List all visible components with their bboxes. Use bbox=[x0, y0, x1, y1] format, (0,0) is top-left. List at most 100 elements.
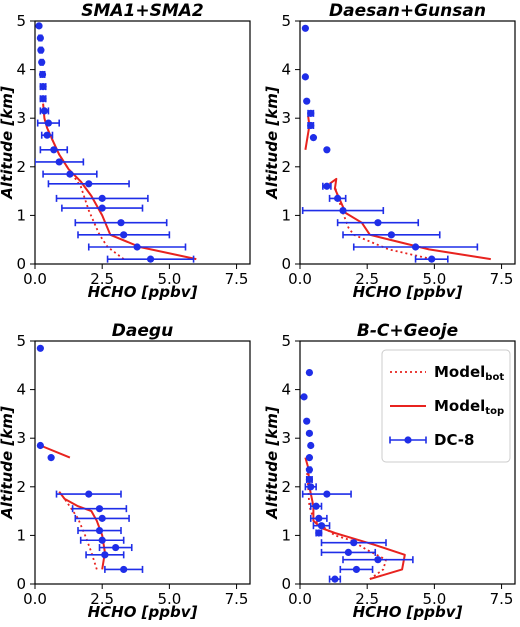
x-tick-label: 7.5 bbox=[225, 590, 249, 608]
dc8-point bbox=[39, 83, 47, 91]
dc8-point bbox=[55, 158, 63, 166]
y-tick-label: 2 bbox=[281, 478, 291, 496]
dc8-point bbox=[339, 206, 347, 215]
y-tick-label: 5 bbox=[16, 12, 26, 30]
dc8-point bbox=[38, 70, 47, 79]
x-tick-label: 0.0 bbox=[288, 270, 312, 288]
dc8-point bbox=[120, 231, 128, 239]
y-tick-label: 0 bbox=[281, 575, 291, 593]
x-axis-label: HCHO [ppbv] bbox=[88, 283, 198, 301]
x-tick-label: 2.5 bbox=[90, 270, 114, 288]
y-axis-label: Altitude [km] bbox=[0, 86, 16, 200]
x-tick-label: 5.0 bbox=[422, 590, 446, 608]
dc8-point bbox=[98, 536, 106, 544]
dc8-point bbox=[305, 466, 314, 474]
y-tick-label: 3 bbox=[16, 109, 26, 127]
x-tick-label: 2.5 bbox=[355, 590, 379, 608]
dc8-point bbox=[47, 454, 55, 462]
dc8-point bbox=[98, 514, 106, 522]
dc8-point bbox=[317, 522, 326, 530]
plot-frame bbox=[34, 20, 251, 265]
dc8-point bbox=[309, 134, 318, 142]
y-tick-label: 2 bbox=[281, 158, 291, 176]
panel-title: Daegu bbox=[112, 321, 173, 341]
x-tick-label: 5.0 bbox=[422, 270, 446, 288]
dc8-point bbox=[95, 505, 104, 513]
dc8-point bbox=[117, 219, 125, 227]
dc8-point bbox=[146, 255, 155, 263]
x-tick-label: 7.5 bbox=[225, 270, 249, 288]
y-tick-label: 3 bbox=[16, 429, 26, 447]
y-axis-label: Altitude [km] bbox=[0, 406, 16, 520]
x-tick-label: 0.0 bbox=[288, 590, 312, 608]
y-tick-label: 4 bbox=[281, 381, 291, 399]
x-tick-label: 0.0 bbox=[23, 590, 47, 608]
plot-area bbox=[35, 22, 197, 263]
dc8-point bbox=[323, 182, 331, 190]
x-tick-label: 5.0 bbox=[157, 590, 181, 608]
y-tick-label: 1 bbox=[16, 526, 26, 544]
y-tick-label: 5 bbox=[281, 12, 291, 30]
dc8-point bbox=[334, 194, 342, 202]
dc8-point bbox=[305, 475, 314, 484]
y-tick-label: 2 bbox=[16, 158, 26, 176]
x-tick-label: 5.0 bbox=[157, 270, 181, 288]
dc8-point bbox=[36, 34, 44, 42]
dc8-point bbox=[44, 119, 53, 127]
dc8-point bbox=[307, 121, 315, 130]
dc8-point bbox=[374, 219, 382, 227]
model-top-line bbox=[304, 115, 311, 150]
panel-3: 0.0 2.5 5.0 7.5 0 1 2 3 4 5 Daegu HCHO [ppbv] Altitu… bbox=[0, 321, 251, 621]
dc8-point bbox=[301, 24, 309, 32]
dc8-point bbox=[350, 539, 358, 547]
x-tick-label: 2.5 bbox=[90, 590, 114, 608]
dc8-point bbox=[428, 255, 436, 263]
dc8-point bbox=[39, 95, 47, 103]
y-tick-label: 4 bbox=[16, 381, 26, 399]
y-tick-label: 0 bbox=[281, 255, 291, 273]
dc8-point bbox=[98, 194, 106, 202]
dc8-point bbox=[40, 107, 49, 115]
x-axis-label: HCHO [ppbv] bbox=[353, 603, 463, 621]
dc8-point bbox=[36, 441, 44, 450]
dc8-point bbox=[305, 429, 314, 437]
dc8-point bbox=[387, 231, 395, 239]
y-tick-label: 5 bbox=[16, 332, 26, 350]
model-bot-line bbox=[334, 185, 432, 260]
dc8-point bbox=[66, 170, 74, 178]
plot-frame bbox=[34, 340, 251, 585]
dc8-point bbox=[133, 243, 141, 251]
panel-title: Daesan+Gunsan bbox=[329, 1, 486, 21]
dc8-point bbox=[344, 548, 352, 557]
plot-frame bbox=[299, 20, 516, 265]
dc8-point bbox=[98, 204, 106, 212]
panel-title: B-C+Geoje bbox=[357, 321, 458, 341]
x-axis-label: HCHO [ppbv] bbox=[353, 283, 463, 301]
x-tick-label: 7.5 bbox=[490, 590, 514, 608]
y-tick-label: 3 bbox=[281, 429, 291, 447]
dc8-point bbox=[37, 46, 45, 54]
dc8-point bbox=[315, 529, 323, 537]
model-bot-line bbox=[63, 498, 98, 570]
plot-area bbox=[301, 24, 491, 263]
dc8-point bbox=[315, 514, 323, 522]
dc8-point bbox=[303, 417, 311, 425]
dc8-point bbox=[323, 146, 331, 154]
y-tick-label: 5 bbox=[281, 332, 291, 350]
y-tick-label: 2 bbox=[16, 478, 26, 496]
y-axis-label: Altitude [km] bbox=[263, 406, 281, 520]
model-top-line bbox=[329, 177, 491, 261]
y-tick-label: 4 bbox=[281, 61, 291, 79]
panel-title: SMA1+SMA2 bbox=[81, 1, 204, 21]
y-tick-label: 1 bbox=[281, 526, 291, 544]
plot-frame bbox=[299, 340, 516, 585]
model-top-line bbox=[58, 491, 106, 570]
dc8-point bbox=[305, 454, 314, 462]
dc8-point bbox=[101, 551, 109, 559]
panel-4: 0.0 2.5 5.0 7.5 0 1 2 3 4 5 B-C+Geoje HCHO [ppbv] Al… bbox=[263, 321, 516, 621]
y-tick-label: 1 bbox=[281, 206, 291, 224]
plot-area bbox=[36, 344, 144, 574]
dc8-point bbox=[35, 22, 43, 30]
